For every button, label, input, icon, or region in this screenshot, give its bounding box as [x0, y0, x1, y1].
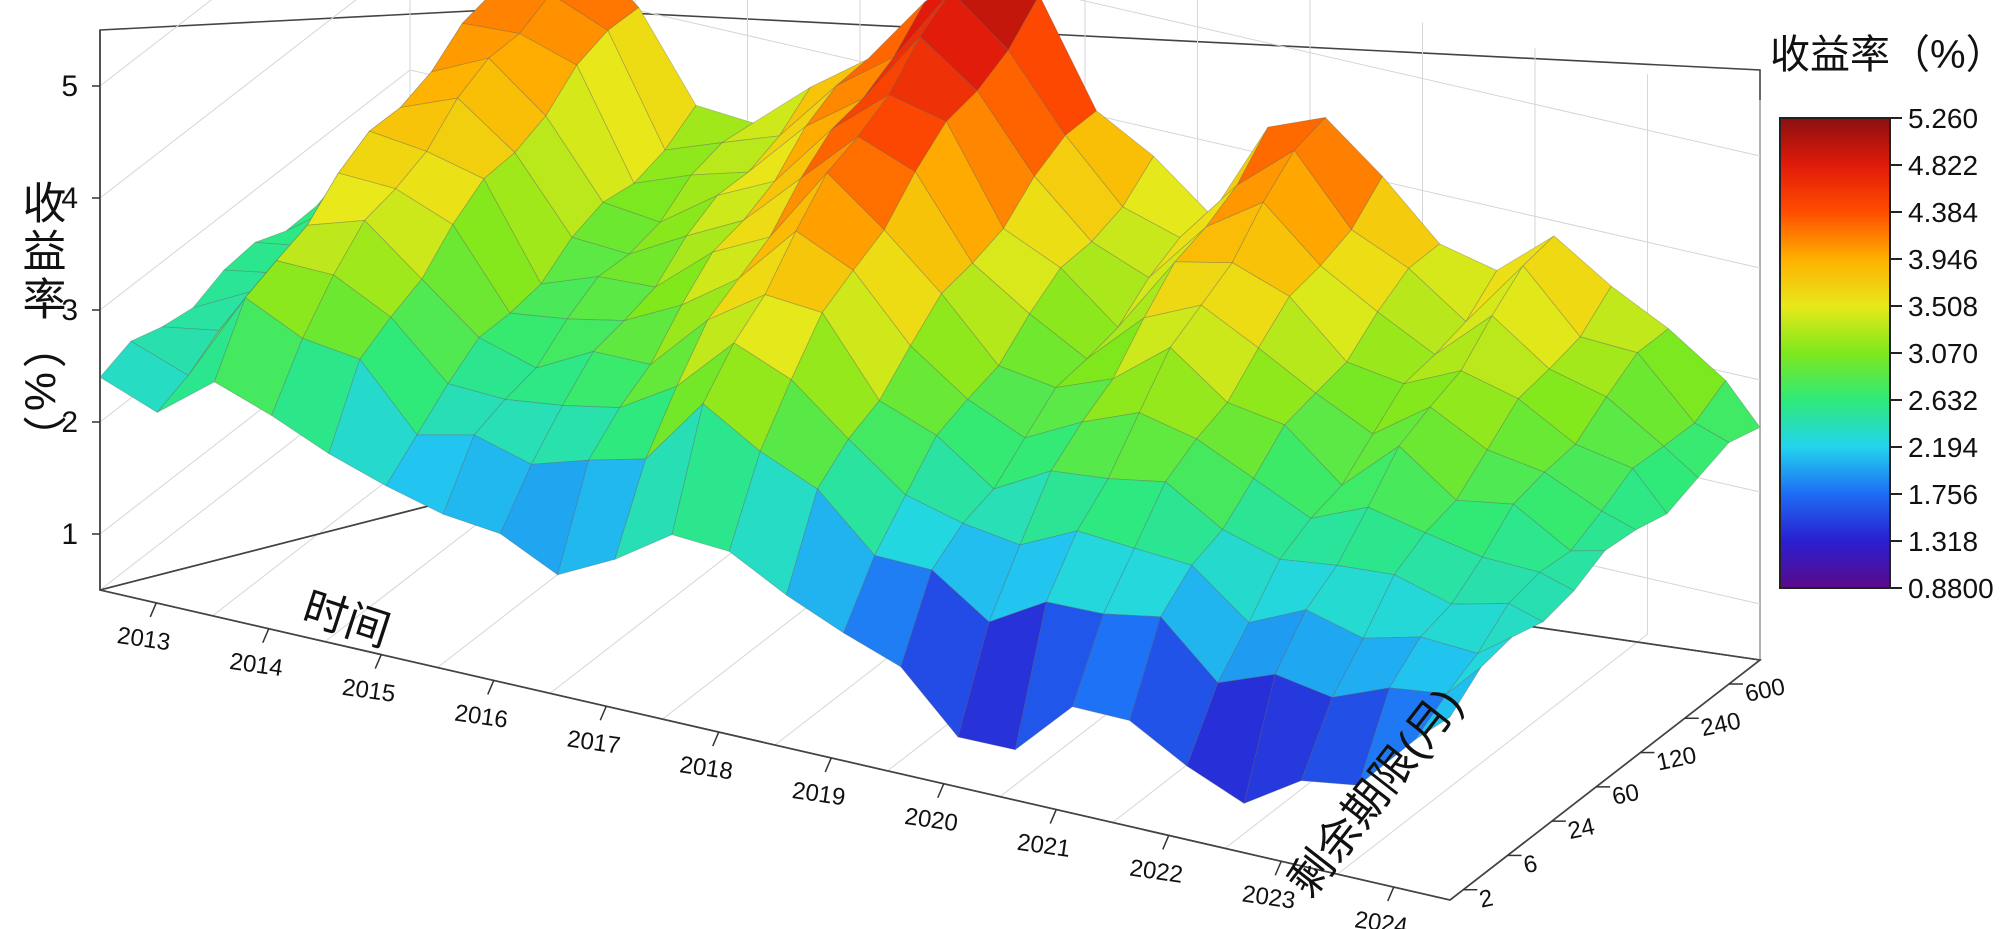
side-grid-line [99, 69, 411, 311]
surface-patch [1476, 602, 1544, 655]
colorbar-tick-label: 3.070 [1908, 338, 1978, 369]
x-tick-mark [374, 654, 382, 669]
x-tick-mark [599, 705, 607, 721]
surface-patch [893, 0, 944, 58]
z-tick-label: 4 [61, 182, 78, 215]
floor-grid-line [1337, 633, 1648, 875]
colorbar: 收益率（%） 5.260 4.822 4.384 3.946 3.508 3.070 2.6… [1770, 33, 2000, 604]
y-tick-label: 120 [1654, 742, 1699, 777]
colorbar-tick-label: 0.8800 [1908, 573, 1994, 604]
back-grid-line [1078, 0, 1761, 157]
x-tick-mark [1387, 886, 1395, 902]
z-tick-label: 1 [61, 518, 78, 551]
x-tick-label: 2021 [1015, 829, 1072, 863]
colorbar-tick-label: 4.822 [1908, 150, 1978, 181]
x-tick-label: 2024 [1353, 906, 1410, 929]
surface-patch [1508, 571, 1575, 623]
surface-patch [1601, 467, 1668, 531]
y-tick-label: 6 [1521, 850, 1540, 879]
z-tick-label: 5 [61, 70, 78, 103]
x-tick-label: 2016 [453, 700, 510, 734]
y-tick-label: 2 [1477, 884, 1496, 913]
x-tick-label: 2017 [565, 725, 622, 759]
x-tick-mark [149, 602, 157, 618]
x-tick-mark [262, 628, 270, 644]
colorbar-ticks: 5.260 4.822 4.384 3.946 3.508 3.070 2.632 2.194… [1890, 103, 1994, 604]
x-tick-mark [1049, 809, 1057, 824]
x-tick-mark [487, 680, 495, 695]
side-grid-line [99, 0, 357, 199]
x-tick-label: 2015 [340, 674, 397, 708]
colorbar-gradient [1779, 117, 1891, 589]
x-tick-label: 2023 [1240, 880, 1297, 914]
x-tick-label: 2014 [228, 648, 285, 682]
x-tick-mark [712, 731, 720, 747]
surface-patch [1415, 666, 1482, 740]
y-tick-label: 24 [1565, 813, 1597, 845]
x-axis-title: 时间 [297, 583, 396, 657]
z-axis-title: 收益率（%） [16, 180, 66, 463]
z-tick-label: 2 [61, 406, 78, 439]
y-tick-label: 240 [1698, 707, 1743, 742]
colorbar-tick-label: 2.632 [1908, 385, 1978, 416]
z-tick-label: 3 [61, 294, 78, 327]
z-axis-ticks: 1 2 3 4 5 [61, 70, 100, 551]
colorbar-tick-label: 3.508 [1908, 291, 1978, 322]
colorbar-tick-label: 4.384 [1908, 197, 1978, 228]
x-tick-label: 2013 [115, 622, 172, 656]
x-axis-line [99, 589, 1451, 901]
x-tick-mark [937, 783, 945, 799]
colorbar-tick-label: 1.756 [1908, 479, 1978, 510]
surface-mesh [99, 0, 1761, 804]
colorbar-title: 收益率（%） [1770, 33, 2000, 77]
y-tick-label: 600 [1743, 673, 1788, 708]
x-tick-label: 2022 [1128, 855, 1185, 889]
colorbar-tick-label: 5.260 [1908, 103, 1978, 134]
side-grid-line [99, 0, 212, 87]
x-tick-label: 2019 [790, 777, 847, 811]
x-axis-ticks: 2013 2014 2015 2016 2017 2018 2019 2020 2021 2022… [115, 602, 1410, 929]
colorbar-tick-label: 2.194 [1908, 432, 1978, 463]
y-tick-label: 60 [1610, 779, 1642, 811]
y-axis-line [1449, 659, 1761, 901]
surface-patch [862, 0, 946, 99]
x-tick-label: 2018 [678, 751, 735, 785]
colorbar-tick-label: 1.318 [1908, 526, 1978, 557]
colorbar-tick-label: 3.946 [1908, 244, 1978, 275]
x-tick-label: 2020 [903, 803, 960, 837]
x-tick-mark [824, 757, 832, 773]
x-tick-mark [1274, 860, 1282, 876]
x-tick-mark [1162, 835, 1170, 850]
